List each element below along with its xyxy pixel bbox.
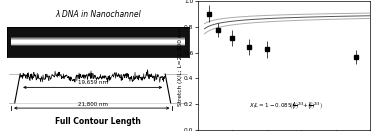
Bar [11,40,185,43]
Bar [11,37,185,46]
Y-axis label: Stretch (X/L; L=21,800 nm): Stretch (X/L; L=21,800 nm) [178,25,183,106]
Text: 19,659 nm: 19,659 nm [78,80,108,85]
Text: λ DNA in Nanochannel: λ DNA in Nanochannel [55,10,141,19]
Bar [11,39,185,45]
Bar [11,38,185,45]
Text: $X/L=1-0.085\!\left(\!\left(\!\frac{A}{P}\!\right)^{\!2/3}\!\!+\!\left(\!\frac{B: $X/L=1-0.085\!\left(\!\left(\!\frac{A}{P… [249,101,324,112]
Polygon shape [15,74,171,103]
Text: Full Contour Length: Full Contour Length [55,117,141,126]
Text: 21,800 nm: 21,800 nm [78,102,108,107]
Bar [11,40,185,44]
